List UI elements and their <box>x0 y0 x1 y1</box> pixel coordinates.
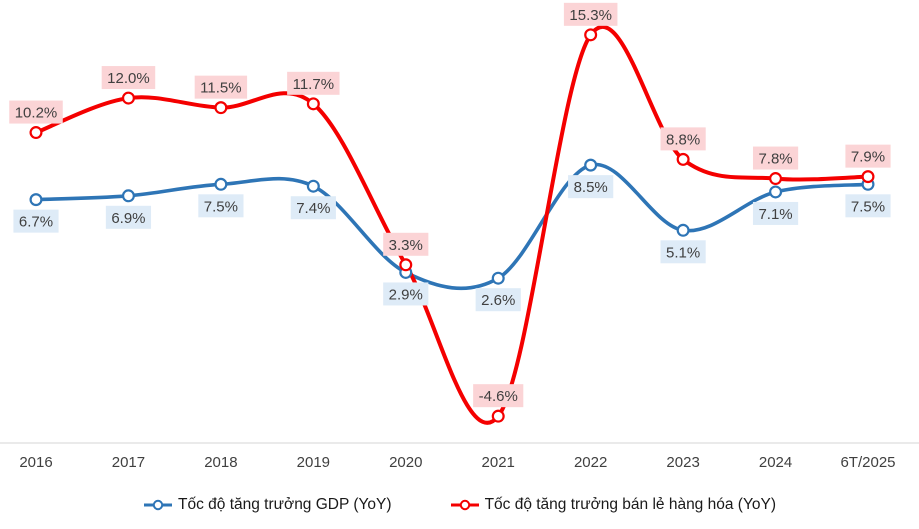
plot-area: 2016 2017 2018 2019 2020 2021 2022 2023 2024 6T/2… <box>0 2 919 471</box>
data-label-bg-0-6 <box>568 175 614 199</box>
data-label-bg-1-1 <box>101 66 156 90</box>
data-label-0-3: 7.4% <box>296 200 330 217</box>
x-axis-label-2017: 2017 <box>112 454 145 471</box>
data-label-0-4: 2.9% <box>389 286 423 303</box>
data-label-0-0: 6.7% <box>19 214 53 231</box>
data-label-bg-0-0 <box>13 209 59 233</box>
data-label-bg-0-1 <box>105 205 152 229</box>
data-label-bg-0-7 <box>660 240 706 264</box>
data-label-bg-1-5 <box>473 384 524 408</box>
data-label-bg-0-3 <box>290 196 336 220</box>
data-label-bg-1-9 <box>845 144 891 168</box>
data-label-1-0: 10.2% <box>15 105 58 122</box>
x-axis-label-2023: 2023 <box>666 454 699 471</box>
data-label-bg-1-3 <box>287 71 340 95</box>
data-label-0-6: 8.5% <box>574 179 608 196</box>
data-point-0-2022[interactable] <box>584 158 598 172</box>
data-label-1-3: 11.7% <box>293 76 334 93</box>
retail-series-marker-icon <box>450 499 479 510</box>
data-label-bg-1-4 <box>383 232 429 256</box>
data-point-0-2019[interactable] <box>306 179 320 193</box>
data-label-bg-1-2 <box>194 75 248 99</box>
data-point-1-2020[interactable] <box>399 258 413 272</box>
x-axis-label-2016: 2016 <box>19 454 52 471</box>
x-axis-label-2018: 2018 <box>204 454 237 471</box>
data-label-1-9: 7.9% <box>851 149 885 166</box>
data-label-1-7: 8.8% <box>666 131 700 148</box>
data-point-0-2017[interactable] <box>121 189 135 203</box>
data-point-0-2024[interactable] <box>769 185 783 199</box>
data-label-0-2: 7.5% <box>204 198 238 215</box>
data-label-1-4: 3.3% <box>389 237 423 254</box>
data-label-bg-1-8 <box>752 146 799 170</box>
data-label-0-9: 7.5% <box>851 198 885 215</box>
data-label-1-2: 11.5% <box>200 80 241 97</box>
data-point-1-2016[interactable] <box>29 126 43 140</box>
data-point-0-2023[interactable] <box>676 223 690 237</box>
data-label-1-1: 12.0% <box>107 70 150 87</box>
data-point-0-2018[interactable] <box>214 177 228 191</box>
data-label-bg-0-2 <box>198 194 244 218</box>
x-axis-label-2019: 2019 <box>297 454 330 471</box>
legend-item-retail[interactable]: Tốc độ tăng trưởng bán lẻ hàng hóa (YoY) <box>450 496 776 514</box>
data-label-bg-1-6 <box>563 2 618 26</box>
data-point-1-2024[interactable] <box>769 172 783 186</box>
data-label-bg-0-8 <box>752 201 799 225</box>
x-axis-label-2021: 2021 <box>482 454 515 471</box>
data-point-1-2019[interactable] <box>306 97 320 111</box>
data-label-1-5: -4.6% <box>479 388 518 405</box>
data-label-0-7: 5.1% <box>666 244 700 261</box>
data-point-1-2023[interactable] <box>676 152 690 166</box>
data-label-bg-0-9 <box>845 194 891 218</box>
legend-label-retail: Tốc độ tăng trưởng bán lẻ hàng hóa (YoY) <box>484 495 776 513</box>
x-axis-label-2020: 2020 <box>389 454 422 471</box>
chart-legend: Tốc độ tăng trưởng GDP (YoY) Tốc độ tăng… <box>0 480 919 529</box>
data-point-0-2021[interactable] <box>491 271 505 285</box>
data-point-1-2018[interactable] <box>214 101 228 115</box>
data-label-1-6: 15.3% <box>569 7 612 24</box>
x-axis-label-6T-2025: 6T/2025 <box>840 454 895 471</box>
data-label-1-8: 7.8% <box>758 151 792 168</box>
data-point-1-2022[interactable] <box>584 28 598 42</box>
data-label-bg-0-5 <box>475 288 521 312</box>
gdp-series-marker-icon <box>144 499 173 510</box>
data-label-0-1: 6.9% <box>111 210 145 227</box>
data-point-0-2016[interactable] <box>29 193 43 207</box>
series-line-1 <box>34 24 870 425</box>
data-label-0-8: 7.1% <box>758 206 792 223</box>
legend-label-gdp: Tốc độ tăng trưởng GDP (YoY) <box>178 495 392 513</box>
data-point-1-2021[interactable] <box>491 409 505 423</box>
data-label-bg-1-7 <box>660 127 706 151</box>
data-label-bg-0-4 <box>383 282 429 306</box>
data-point-1-6T-2025[interactable] <box>861 170 875 184</box>
data-label-bg-1-0 <box>9 100 63 124</box>
x-axis-label-2024: 2024 <box>759 454 792 471</box>
legend-item-gdp[interactable]: Tốc độ tăng trưởng GDP (YoY) <box>143 496 392 514</box>
series-line-0 <box>34 162 870 291</box>
data-label-0-5: 2.6% <box>481 292 515 309</box>
data-point-1-2017[interactable] <box>121 91 135 105</box>
x-axis-label-2022: 2022 <box>574 454 607 471</box>
